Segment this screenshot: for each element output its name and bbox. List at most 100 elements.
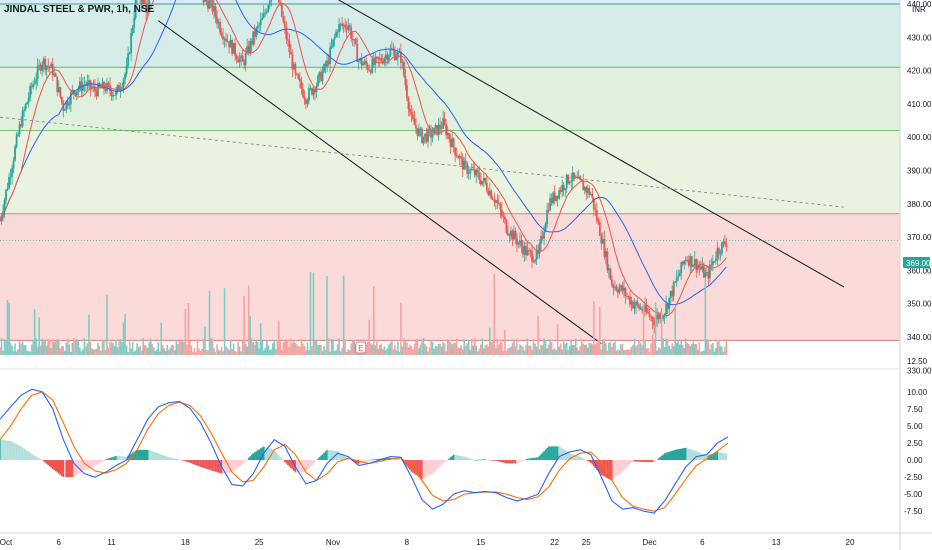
candle-body bbox=[375, 56, 378, 58]
candle-body bbox=[292, 64, 295, 70]
volume-bar bbox=[39, 345, 42, 355]
volume-bar bbox=[568, 345, 571, 355]
volume-bar bbox=[644, 341, 646, 355]
volume-bar bbox=[586, 347, 589, 355]
volume-bar bbox=[608, 342, 610, 355]
macd-histogram-bar bbox=[394, 458, 396, 461]
candle-body bbox=[449, 139, 452, 148]
candle-body bbox=[204, 0, 206, 3]
price-pane bbox=[0, 0, 900, 345]
candle-body bbox=[222, 36, 224, 40]
candle-body bbox=[300, 81, 303, 90]
volume-bar bbox=[104, 349, 107, 355]
volume-bar bbox=[110, 342, 113, 355]
volume-bar bbox=[82, 349, 84, 355]
volume-bar bbox=[92, 349, 95, 355]
volume-bar bbox=[106, 294, 108, 355]
volume-bar bbox=[719, 345, 722, 355]
macd-histogram-bar bbox=[223, 460, 226, 474]
macd-histogram-bar bbox=[100, 460, 102, 463]
volume-bar bbox=[177, 343, 179, 355]
candle-body bbox=[582, 181, 585, 191]
candle-body bbox=[32, 84, 35, 88]
macd-histogram-bar bbox=[516, 460, 518, 464]
macd-histogram-bar bbox=[366, 460, 369, 461]
candle-body bbox=[541, 236, 544, 239]
volume-bar bbox=[44, 339, 47, 355]
candle-body bbox=[350, 27, 353, 39]
volume-bar bbox=[140, 350, 143, 355]
candle-body bbox=[148, 0, 151, 8]
candle-body bbox=[588, 188, 591, 195]
volume-bar bbox=[544, 341, 547, 355]
volume-bar bbox=[445, 351, 447, 355]
macd-histogram-bar bbox=[187, 460, 190, 463]
macd-histogram-bar bbox=[520, 460, 523, 462]
candle-body bbox=[116, 85, 119, 91]
volume-bar bbox=[97, 342, 99, 355]
macd-histogram-bar bbox=[704, 455, 707, 461]
volume-bar bbox=[175, 340, 178, 355]
candle-body bbox=[499, 203, 502, 210]
macd-histogram-bar bbox=[216, 460, 218, 473]
macd-histogram-bar bbox=[201, 460, 203, 468]
macd-histogram-bar bbox=[193, 460, 196, 465]
volume-bar bbox=[121, 342, 123, 355]
volume-bar bbox=[329, 351, 331, 355]
macd-histogram-bar bbox=[125, 456, 128, 461]
volume-bar bbox=[217, 349, 220, 355]
volume-bar bbox=[336, 344, 339, 355]
macd-histogram-bar bbox=[582, 458, 585, 461]
volume-bar bbox=[434, 346, 437, 355]
macd-histogram-bar bbox=[365, 460, 368, 462]
macd-histogram-bar bbox=[250, 454, 253, 461]
candle-body bbox=[112, 95, 114, 97]
volume-bar bbox=[353, 339, 355, 355]
macd-histogram-bar bbox=[45, 460, 48, 464]
volume-bar bbox=[570, 340, 573, 355]
macd-histogram-bar bbox=[437, 460, 440, 468]
macd-histogram-bar bbox=[534, 457, 536, 461]
candle-body bbox=[437, 124, 440, 135]
macd-histogram-bar bbox=[231, 460, 233, 473]
macd-histogram-bar bbox=[644, 460, 646, 463]
volume-bar bbox=[48, 339, 51, 355]
volume-bar bbox=[380, 343, 383, 355]
volume-bar bbox=[220, 346, 223, 355]
volume-bar bbox=[51, 339, 54, 355]
volume-bar bbox=[523, 350, 526, 355]
macd-histogram-bar bbox=[596, 460, 598, 470]
time-axis: Oct 6 11 18 25 Nov 8 15 22 25 Dec 6 13 20 bbox=[0, 538, 855, 547]
volume-bar bbox=[317, 345, 319, 355]
volume-bar bbox=[675, 342, 678, 355]
macd-histogram-bar bbox=[44, 460, 47, 463]
candle-body bbox=[478, 173, 481, 180]
volume-bar bbox=[580, 339, 583, 355]
candle-body bbox=[448, 133, 451, 140]
macd-histogram-bar bbox=[710, 454, 713, 461]
candle-body bbox=[262, 13, 265, 18]
macd-histogram-bar bbox=[171, 457, 173, 461]
volume-bar bbox=[709, 349, 711, 355]
volume-bar bbox=[611, 347, 613, 355]
volume-bar bbox=[507, 348, 509, 355]
macd-histogram-bar bbox=[41, 460, 43, 461]
candle-body bbox=[574, 176, 577, 178]
volume-bar bbox=[306, 342, 309, 355]
candle-body bbox=[482, 178, 485, 182]
volume-bar bbox=[377, 348, 380, 355]
candle-body bbox=[618, 288, 621, 293]
candle-body bbox=[306, 100, 309, 104]
volume-bar bbox=[407, 347, 410, 355]
macd-histogram-bar bbox=[712, 453, 714, 461]
volume-bar bbox=[261, 340, 264, 355]
volume-bar bbox=[531, 349, 533, 355]
candle-body bbox=[347, 25, 350, 30]
candle-body bbox=[445, 123, 448, 136]
macd-histogram-bar bbox=[541, 452, 544, 461]
candle-body bbox=[407, 98, 410, 109]
candle-body bbox=[48, 66, 51, 69]
candle-body bbox=[705, 272, 708, 273]
macd-histogram-bar bbox=[205, 460, 208, 469]
